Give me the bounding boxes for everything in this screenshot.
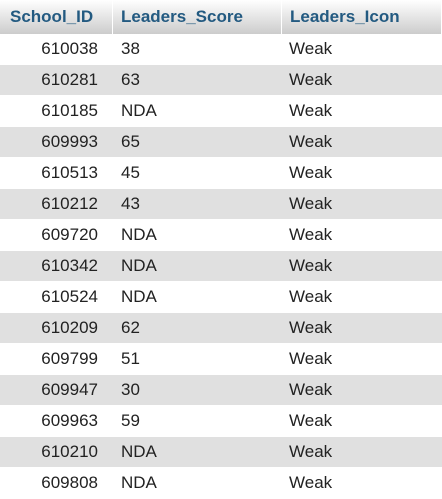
table-row[interactable]: 610185 NDA Weak — [0, 96, 442, 127]
cell-leaders-score: 45 — [113, 158, 282, 189]
cell-school-id: 610524 — [0, 282, 113, 313]
cell-leaders-score: NDA — [113, 282, 282, 313]
sort-link-leaders-score[interactable]: Leaders_Score — [121, 7, 243, 26]
table-row[interactable]: 609947 30 Weak — [0, 375, 442, 406]
cell-school-id: 609808 — [0, 468, 113, 499]
cell-school-id: 609993 — [0, 127, 113, 158]
sort-link-school-id[interactable]: School_ID — [10, 7, 94, 26]
cell-leaders-score: NDA — [113, 220, 282, 251]
cell-leaders-score: 62 — [113, 313, 282, 344]
table-row[interactable]: 609720 NDA Weak — [0, 220, 442, 251]
table-row[interactable]: 610038 38 Weak — [0, 34, 442, 65]
table-row[interactable]: 609799 51 Weak — [0, 344, 442, 375]
table-row[interactable]: 609963 59 Weak — [0, 406, 442, 437]
cell-leaders-score: NDA — [113, 251, 282, 282]
cell-leaders-score: 65 — [113, 127, 282, 158]
cell-leaders-icon: Weak — [282, 313, 442, 344]
cell-leaders-icon: Weak — [282, 282, 442, 313]
cell-leaders-icon: Weak — [282, 220, 442, 251]
cell-school-id: 610185 — [0, 96, 113, 127]
table-row[interactable]: 610209 62 Weak — [0, 313, 442, 344]
header-row: School_ID Leaders_Score Leaders_Icon — [0, 0, 442, 34]
cell-leaders-score: 43 — [113, 189, 282, 220]
cell-leaders-icon: Weak — [282, 96, 442, 127]
cell-leaders-icon: Weak — [282, 65, 442, 96]
table-row[interactable]: 609808 NDA Weak — [0, 468, 442, 499]
cell-leaders-icon: Weak — [282, 344, 442, 375]
cell-leaders-icon: Weak — [282, 189, 442, 220]
sort-link-leaders-icon[interactable]: Leaders_Icon — [290, 7, 400, 26]
cell-leaders-score: 38 — [113, 34, 282, 65]
cell-school-id: 610513 — [0, 158, 113, 189]
cell-leaders-icon: Weak — [282, 127, 442, 158]
table-row[interactable]: 610281 63 Weak — [0, 65, 442, 96]
cell-school-id: 610210 — [0, 437, 113, 468]
table-row[interactable]: 610342 NDA Weak — [0, 251, 442, 282]
cell-leaders-score: 30 — [113, 375, 282, 406]
cell-school-id: 609963 — [0, 406, 113, 437]
cell-leaders-score: 59 — [113, 406, 282, 437]
cell-leaders-icon: Weak — [282, 158, 442, 189]
table-row[interactable]: 610524 NDA Weak — [0, 282, 442, 313]
table-body: 610038 38 Weak 610281 63 Weak 610185 NDA Weak 609… — [0, 34, 442, 499]
cell-school-id: 610212 — [0, 189, 113, 220]
cell-leaders-score: NDA — [113, 96, 282, 127]
column-header-leaders-score[interactable]: Leaders_Score — [113, 0, 282, 34]
cell-school-id: 610281 — [0, 65, 113, 96]
cell-school-id: 609720 — [0, 220, 113, 251]
cell-leaders-score: 51 — [113, 344, 282, 375]
cell-leaders-score: NDA — [113, 468, 282, 499]
cell-leaders-icon: Weak — [282, 437, 442, 468]
cell-school-id: 610342 — [0, 251, 113, 282]
table-row[interactable]: 610212 43 Weak — [0, 189, 442, 220]
cell-leaders-icon: Weak — [282, 406, 442, 437]
cell-leaders-icon: Weak — [282, 375, 442, 406]
column-header-leaders-icon[interactable]: Leaders_Icon — [282, 0, 442, 34]
cell-school-id: 609947 — [0, 375, 113, 406]
cell-school-id: 609799 — [0, 344, 113, 375]
table-row[interactable]: 610513 45 Weak — [0, 158, 442, 189]
cell-school-id: 610209 — [0, 313, 113, 344]
column-header-school-id[interactable]: School_ID — [0, 0, 113, 34]
cell-leaders-score: 63 — [113, 65, 282, 96]
cell-school-id: 610038 — [0, 34, 113, 65]
cell-leaders-score: NDA — [113, 437, 282, 468]
cell-leaders-icon: Weak — [282, 468, 442, 499]
cell-leaders-icon: Weak — [282, 34, 442, 65]
cell-leaders-icon: Weak — [282, 251, 442, 282]
table-row[interactable]: 609993 65 Weak — [0, 127, 442, 158]
table-row[interactable]: 610210 NDA Weak — [0, 437, 442, 468]
